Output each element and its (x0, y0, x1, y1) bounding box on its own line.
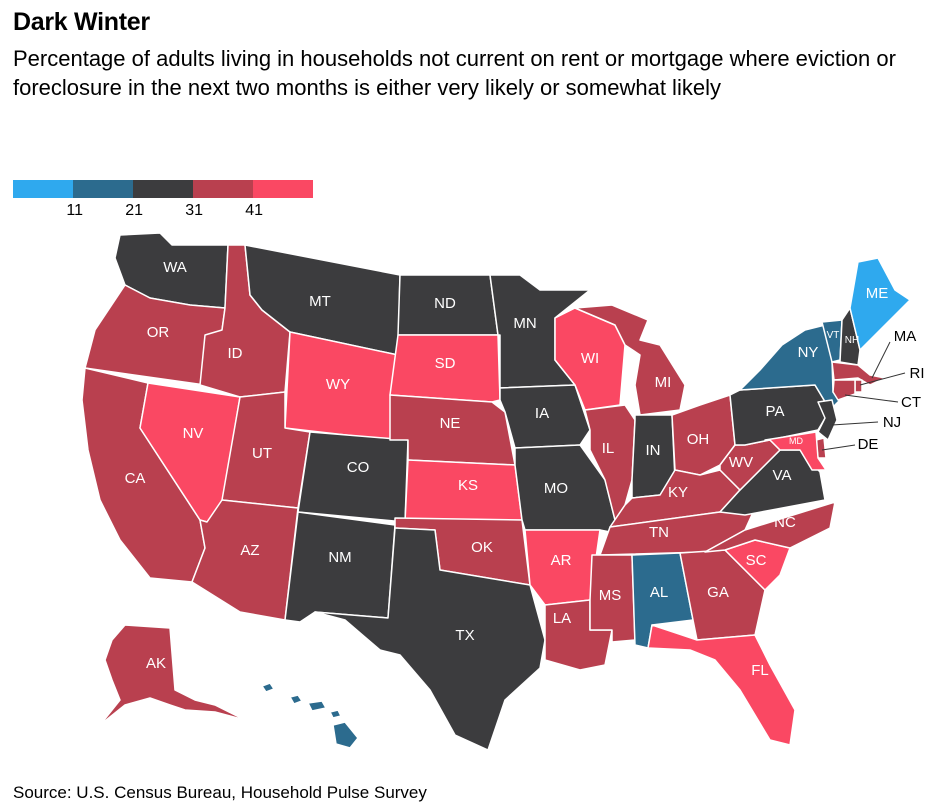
leader-ri (859, 372, 906, 386)
us-states-map: WA OR CA NV ID MT WY UT AZ CO NM ND SD N… (81, 232, 925, 751)
leader-ma (871, 341, 891, 379)
label-MI: MI (655, 374, 672, 391)
state-MI[interactable] (574, 304, 686, 416)
label-ND: ND (434, 295, 456, 312)
state-CT[interactable] (832, 379, 856, 401)
legend-tick-31: 31 (185, 202, 203, 219)
label-MO: MO (544, 480, 568, 497)
label-NV: NV (183, 425, 204, 442)
label-OK: OK (471, 539, 493, 556)
leader-ct (844, 394, 899, 403)
state-CO[interactable] (297, 431, 409, 523)
state-SD[interactable] (389, 334, 501, 403)
label-UT: UT (252, 445, 272, 462)
label-WA: WA (163, 259, 187, 276)
label-IL: IL (602, 440, 615, 457)
label-MD: MD (789, 436, 803, 446)
leader-lines (821, 341, 906, 451)
leader-nj (831, 421, 879, 426)
map-title: Dark Winter (13, 8, 150, 36)
label-NY: NY (798, 344, 819, 361)
label-AL: AL (650, 584, 668, 601)
label-CT: CT (901, 394, 921, 411)
legend-swatch-5 (253, 180, 313, 198)
leader-de (821, 444, 856, 451)
legend-ticks: 11 21 31 41 (13, 198, 313, 224)
label-KS: KS (458, 477, 478, 494)
label-SC: SC (746, 552, 767, 569)
label-VA: VA (773, 467, 792, 484)
label-TX: TX (455, 627, 474, 644)
label-MN: MN (513, 315, 536, 332)
label-TN: TN (649, 524, 669, 541)
label-OR: OR (147, 324, 170, 341)
legend-tick-21: 21 (125, 202, 143, 219)
label-RI: RI (910, 365, 925, 382)
label-KY: KY (668, 484, 688, 501)
source-note: Source: U.S. Census Bureau, Household Pu… (13, 783, 427, 802)
state-AK[interactable] (99, 624, 246, 726)
legend-swatch-1 (13, 180, 73, 198)
label-CO: CO (347, 459, 370, 476)
legend-tick-11: 11 (66, 202, 83, 219)
color-legend: 11 21 31 41 (13, 180, 313, 224)
label-DE: DE (858, 436, 879, 453)
state-RI[interactable] (854, 379, 863, 393)
label-FL: FL (751, 662, 769, 679)
state-HI[interactable] (261, 682, 359, 749)
label-NC: NC (774, 514, 796, 531)
label-MS: MS (599, 587, 622, 604)
label-GA: GA (707, 584, 729, 601)
label-OH: OH (687, 431, 710, 448)
label-AR: AR (551, 552, 572, 569)
label-MA: MA (894, 328, 917, 345)
label-WI: WI (581, 350, 599, 367)
legend-swatch-4 (193, 180, 253, 198)
label-PA: PA (766, 403, 785, 420)
state-NC[interactable] (704, 501, 836, 553)
label-NH: NH (845, 335, 859, 346)
state-NM[interactable] (284, 511, 396, 623)
label-VT: VT (827, 330, 840, 341)
label-SD: SD (435, 355, 456, 372)
state-MD[interactable] (764, 431, 827, 471)
label-MT: MT (309, 293, 331, 310)
state-labels: WA OR CA NV ID MT WY UT AZ CO NM ND SD N… (125, 259, 925, 679)
label-LA: LA (553, 610, 571, 627)
label-ME: ME (866, 285, 889, 302)
label-IN: IN (646, 442, 661, 459)
legend-bar (13, 180, 313, 198)
state-ME[interactable] (849, 257, 911, 351)
label-NM: NM (328, 549, 351, 566)
label-WY: WY (326, 376, 350, 393)
legend-swatch-3 (133, 180, 193, 198)
label-NE: NE (440, 415, 461, 432)
label-AK: AK (146, 655, 166, 672)
state-NH[interactable] (839, 307, 861, 366)
state-TX[interactable] (314, 527, 546, 751)
state-NJ[interactable] (817, 399, 838, 441)
map-subtitle: Percentage of adults living in household… (13, 46, 896, 100)
label-AZ: AZ (240, 542, 259, 559)
legend-swatch-2 (73, 180, 133, 198)
label-CA: CA (125, 470, 146, 487)
label-WV: WV (729, 454, 753, 471)
label-NJ: NJ (883, 414, 901, 431)
legend-tick-41: 41 (245, 202, 263, 219)
label-IA: IA (535, 405, 549, 422)
label-ID: ID (228, 345, 243, 362)
state-FL[interactable] (647, 624, 796, 746)
state-MO[interactable] (514, 444, 616, 533)
